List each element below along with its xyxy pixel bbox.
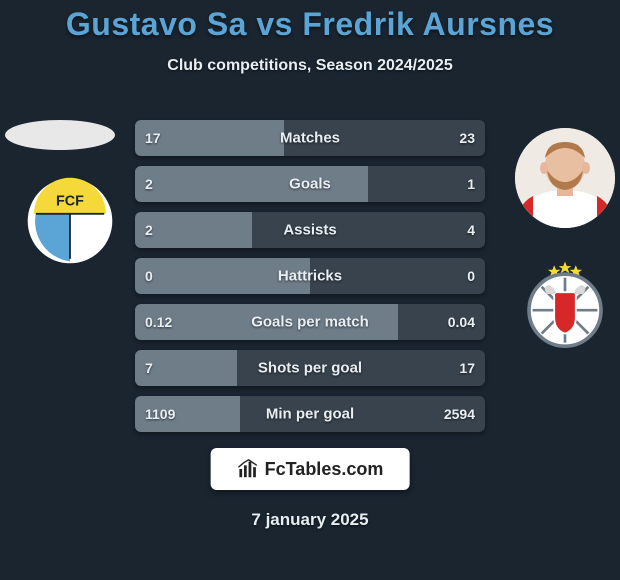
watermark-badge: FcTables.com <box>211 448 410 490</box>
stat-value-left: 0.12 <box>145 314 172 330</box>
benfica-shield-icon <box>520 258 610 348</box>
player2-club-badge <box>520 258 610 348</box>
stat-label: Min per goal <box>266 406 354 423</box>
stat-value-left: 17 <box>145 130 161 146</box>
stat-row: 2 1 Goals <box>135 166 485 202</box>
stat-value-left: 1109 <box>145 406 175 422</box>
player2-name: Fredrik Aursnes <box>302 6 554 42</box>
player2-avatar <box>515 128 615 228</box>
stat-value-left: 7 <box>145 360 153 376</box>
stat-value-left: 2 <box>145 222 153 238</box>
stat-value-right: 1 <box>467 176 475 192</box>
stat-value-right: 0 <box>467 268 475 284</box>
bar-chart-icon <box>237 458 259 480</box>
stat-value-right: 17 <box>459 360 475 376</box>
player1-avatar <box>5 120 115 150</box>
player1-name: Gustavo Sa <box>66 6 247 42</box>
fcf-shield-icon: FCF <box>25 176 115 266</box>
stat-row: 17 23 Matches <box>135 120 485 156</box>
stat-bar-left <box>135 166 368 202</box>
stat-value-right: 4 <box>467 222 475 238</box>
stat-value-left: 2 <box>145 176 153 192</box>
stat-label: Goals <box>289 176 331 193</box>
stat-row: 0.12 0.04 Goals per match <box>135 304 485 340</box>
stat-label: Assists <box>283 222 336 239</box>
player1-club-badge: FCF <box>25 176 115 266</box>
stat-row: 7 17 Shots per goal <box>135 350 485 386</box>
subtitle: Club competitions, Season 2024/2025 <box>0 57 620 75</box>
vs-label: vs <box>256 6 293 42</box>
stat-row: 2 4 Assists <box>135 212 485 248</box>
stat-value-right: 2594 <box>444 406 475 422</box>
stat-value-right: 23 <box>459 130 475 146</box>
player2-portrait-icon <box>515 128 615 228</box>
fcf-label: FCF <box>56 194 84 210</box>
date-label: 7 january 2025 <box>251 510 368 530</box>
stat-row: 1109 2594 Min per goal <box>135 396 485 432</box>
stat-label: Shots per goal <box>258 360 362 377</box>
stat-label: Hattricks <box>278 268 342 285</box>
comparison-title: Gustavo Sa vs Fredrik Aursnes <box>0 0 620 43</box>
stat-value-left: 0 <box>145 268 153 284</box>
stat-label: Goals per match <box>251 314 369 331</box>
stat-label: Matches <box>280 130 340 147</box>
stat-value-right: 0.04 <box>448 314 475 330</box>
watermark-text: FcTables.com <box>265 459 384 480</box>
stat-row: 0 0 Hattricks <box>135 258 485 294</box>
stats-container: 17 23 Matches 2 1 Goals 2 4 Assists 0 0 Hattricks 0.… <box>135 120 485 442</box>
